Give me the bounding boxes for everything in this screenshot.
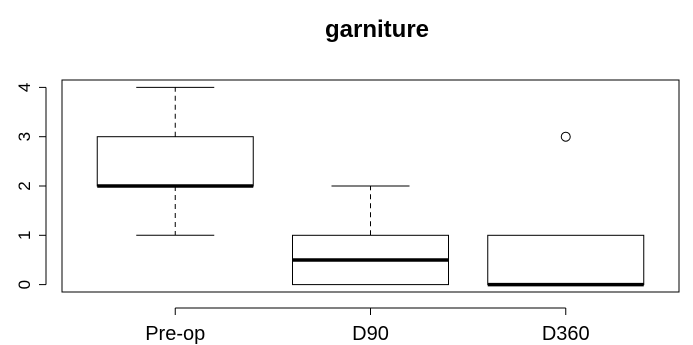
box-d360: [487, 131, 645, 287]
x-tick-label: D360: [542, 323, 590, 345]
outlier-point: [560, 131, 571, 142]
boxes: [96, 86, 645, 287]
y-tick-label: 3: [15, 132, 34, 141]
chart-title: garniture: [325, 16, 429, 43]
x-axis: Pre-op D90 D360: [145, 307, 590, 345]
box-d90: [292, 185, 449, 286]
y-axis: 0 1 2 3 4: [15, 83, 47, 289]
box-iqr: [487, 234, 645, 286]
y-tick-label: 1: [15, 231, 34, 240]
box-iqr: [96, 136, 254, 187]
y-tick-label: 4: [15, 83, 34, 92]
y-tick-label: 2: [15, 181, 34, 190]
plot-frame: [61, 79, 680, 293]
x-tick-label: Pre-op: [145, 323, 205, 345]
x-tick-label: D90: [352, 323, 389, 345]
y-tick-label: 0: [15, 280, 34, 289]
box-pre-op: [96, 86, 254, 236]
